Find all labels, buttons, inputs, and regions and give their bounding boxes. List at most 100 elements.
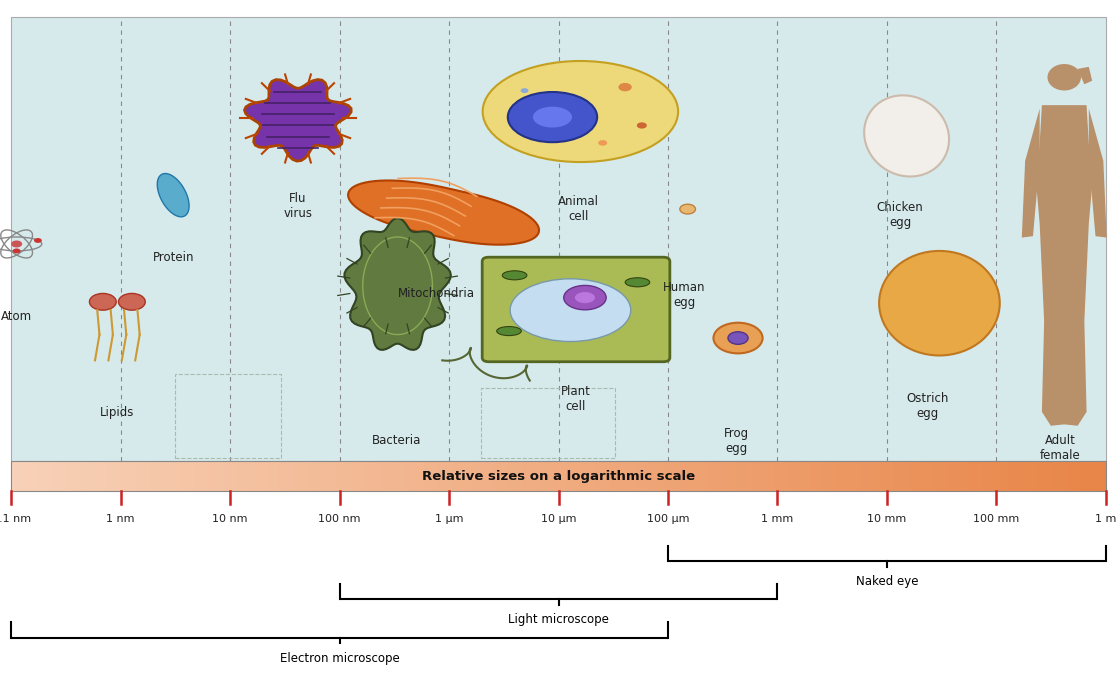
Bar <box>44 461 48 491</box>
Text: Light microscope: Light microscope <box>508 613 609 627</box>
Bar <box>610 461 613 491</box>
Bar <box>676 461 679 491</box>
Bar <box>905 461 909 491</box>
Bar <box>362 461 365 491</box>
Bar <box>584 461 588 491</box>
Bar <box>588 461 591 491</box>
Bar <box>438 461 441 491</box>
Bar <box>919 461 924 491</box>
Bar <box>343 461 347 491</box>
Bar <box>219 461 222 491</box>
Bar <box>890 461 895 491</box>
Bar <box>281 461 285 491</box>
Bar <box>386 461 391 491</box>
Bar <box>174 374 280 458</box>
Bar <box>267 461 270 491</box>
Bar <box>325 461 328 491</box>
Bar <box>989 461 993 491</box>
Bar <box>204 461 208 491</box>
Bar <box>423 461 427 491</box>
Bar <box>179 461 183 491</box>
Bar <box>547 461 551 491</box>
Text: 10 μm: 10 μm <box>541 514 576 524</box>
Bar <box>879 461 884 491</box>
Bar <box>639 461 642 491</box>
Bar <box>876 461 879 491</box>
Bar <box>1066 461 1069 491</box>
Bar <box>792 461 795 491</box>
Bar <box>398 461 402 491</box>
Bar <box>602 461 605 491</box>
Bar <box>190 461 193 491</box>
Bar <box>69 461 74 491</box>
Polygon shape <box>344 218 451 350</box>
Bar <box>431 461 435 491</box>
Bar <box>507 461 512 491</box>
Bar <box>636 461 639 491</box>
Bar <box>1008 461 1011 491</box>
Bar <box>1098 461 1102 491</box>
Bar <box>256 461 259 491</box>
Bar <box>566 461 570 491</box>
Bar <box>402 461 405 491</box>
Ellipse shape <box>1048 64 1081 91</box>
Bar <box>193 461 198 491</box>
Bar <box>124 461 128 491</box>
Bar <box>157 461 161 491</box>
Bar <box>227 461 230 491</box>
Bar <box>40 461 44 491</box>
Bar <box>1059 461 1062 491</box>
Bar <box>985 461 989 491</box>
Bar <box>974 461 978 491</box>
Text: Electron microscope: Electron microscope <box>279 652 400 665</box>
Bar <box>865 461 869 491</box>
Bar <box>412 461 417 491</box>
Bar <box>475 461 478 491</box>
Bar <box>522 461 526 491</box>
Bar <box>146 461 150 491</box>
Bar <box>15 461 19 491</box>
Bar <box>576 461 581 491</box>
Bar <box>132 461 135 491</box>
Bar <box>617 461 621 491</box>
Bar <box>467 461 471 491</box>
Bar <box>208 461 212 491</box>
Bar <box>741 461 745 491</box>
Ellipse shape <box>599 140 608 146</box>
Text: 1 nm: 1 nm <box>106 514 135 524</box>
Bar <box>755 461 760 491</box>
Bar <box>121 461 124 491</box>
Polygon shape <box>157 174 189 217</box>
Bar <box>924 461 927 491</box>
Bar <box>314 461 317 491</box>
Bar <box>376 461 380 491</box>
Bar <box>1095 461 1098 491</box>
Bar <box>245 461 248 491</box>
Bar <box>832 461 836 491</box>
Bar <box>512 461 515 491</box>
Text: 100 nm: 100 nm <box>318 514 361 524</box>
Bar <box>745 461 748 491</box>
Text: 1 μm: 1 μm <box>435 514 464 524</box>
Bar <box>446 461 449 491</box>
Bar <box>789 461 792 491</box>
Bar <box>274 461 277 491</box>
Text: 0.1 nm: 0.1 nm <box>0 514 31 524</box>
Bar <box>405 461 409 491</box>
Bar <box>938 461 942 491</box>
Bar <box>288 461 293 491</box>
Bar <box>172 461 175 491</box>
Bar <box>551 461 555 491</box>
Bar <box>88 461 92 491</box>
Bar <box>945 461 949 491</box>
Polygon shape <box>349 181 540 245</box>
Bar <box>1025 461 1029 491</box>
Text: Relative sizes on a logarithmic scale: Relative sizes on a logarithmic scale <box>422 470 695 483</box>
Bar <box>843 461 847 491</box>
Text: 100 μm: 100 μm <box>647 514 689 524</box>
Bar <box>92 461 95 491</box>
Bar <box>850 461 855 491</box>
Bar <box>800 461 803 491</box>
Bar <box>836 461 840 491</box>
Bar <box>631 461 636 491</box>
